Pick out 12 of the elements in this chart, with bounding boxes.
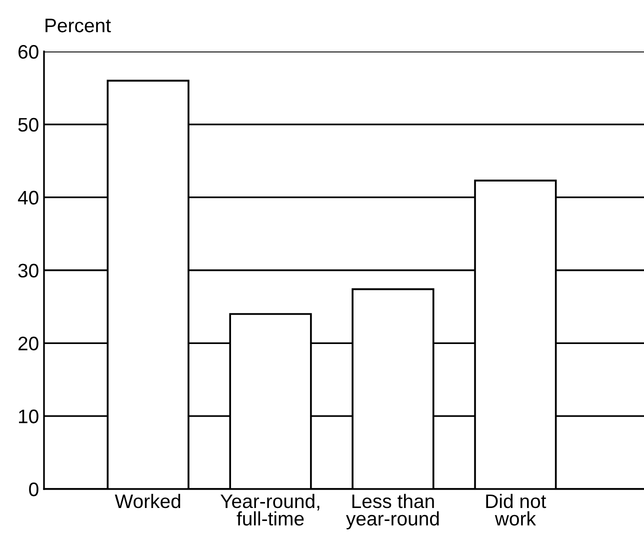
y-tick-label: 0 <box>29 482 38 496</box>
y-tick-label: 30 <box>18 264 38 278</box>
y-tick-label: 40 <box>18 190 38 205</box>
y-tick-label: 50 <box>18 118 38 132</box>
y-tick-label: 10 <box>18 410 38 424</box>
x-tick-label: Worked <box>114 494 180 508</box>
y-tick-label: 20 <box>18 336 38 350</box>
x-tick-label: Year-round, full-time <box>220 494 320 526</box>
x-tick-label: Did not work <box>486 494 546 526</box>
y-axis-title: Percent <box>46 18 111 32</box>
x-tick-label: Less than year-round <box>346 494 439 530</box>
y-tick-label: 60 <box>18 44 38 59</box>
